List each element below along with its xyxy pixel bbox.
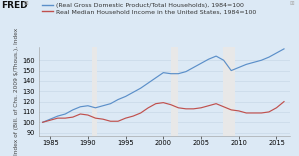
Bar [223,47,235,136]
Text: FRED: FRED [1,1,28,10]
Y-axis label: Index of (Bill. of Chs. 2009 $/Thous.), Index: Index of (Bill. of Chs. 2009 $/Thous.), … [14,28,19,155]
Bar [171,47,178,136]
Bar [92,47,97,136]
Text: ⊞: ⊞ [290,1,295,6]
Legend: (Real Gross Domestic Product/Total Households), 1984=100, Real Median Household : (Real Gross Domestic Product/Total House… [42,3,256,14]
Text: ⊞: ⊞ [23,1,28,6]
